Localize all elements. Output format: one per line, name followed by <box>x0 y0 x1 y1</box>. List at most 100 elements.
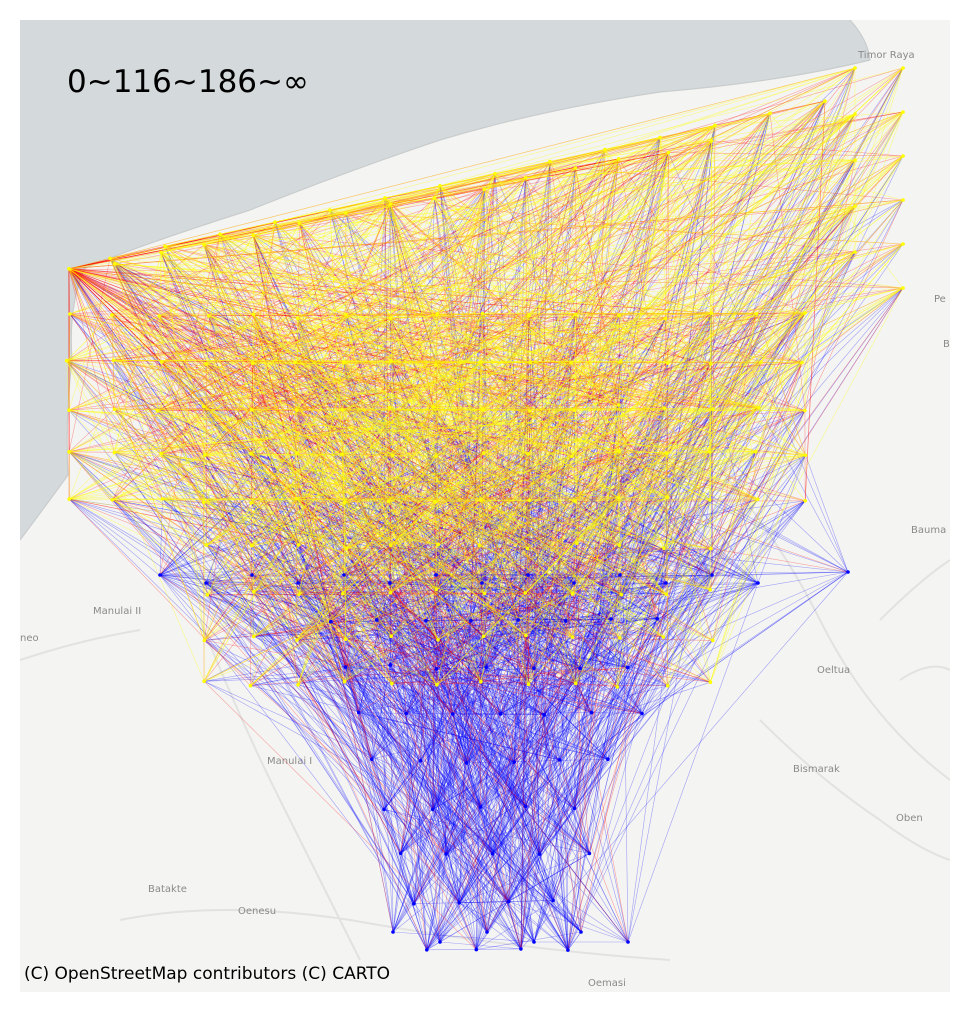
flow-edge <box>589 113 771 854</box>
flow-edge <box>390 203 481 501</box>
flow-edge <box>114 404 619 410</box>
flow-edge <box>567 451 710 951</box>
flow-edge <box>756 313 806 456</box>
flow-node <box>901 154 905 158</box>
flow-edge <box>250 314 347 454</box>
flow-edge <box>296 363 711 641</box>
flow-edge <box>436 668 453 715</box>
flow-edge <box>483 452 621 576</box>
flow-edge <box>251 574 545 715</box>
flow-edge <box>250 177 526 454</box>
flow-edge <box>203 502 573 638</box>
flow-edge <box>390 312 712 594</box>
flow-edge <box>413 318 666 904</box>
flow-edge <box>159 456 572 576</box>
flow-edge <box>297 582 526 807</box>
flow-edge <box>251 243 904 411</box>
flow-edge <box>500 594 667 715</box>
place-label-oemasi: Oemasi <box>588 978 626 989</box>
flow-edge <box>297 548 347 584</box>
flow-edge <box>525 592 612 620</box>
flow-edge <box>571 361 622 457</box>
flow-edge <box>204 454 421 761</box>
flow-edge <box>389 177 526 584</box>
flow-edge <box>452 574 529 715</box>
flow-edge <box>253 234 762 363</box>
flow-edge <box>344 113 856 504</box>
flow-edge <box>485 140 712 668</box>
flow-edge <box>203 499 710 503</box>
flow-edge <box>518 619 711 683</box>
flow-edge <box>486 149 606 933</box>
flow-edge <box>527 318 666 576</box>
flow-edge <box>400 853 460 904</box>
flow-edge <box>390 360 618 688</box>
flow-edge <box>299 222 618 688</box>
flow-edge <box>492 410 575 854</box>
flow-edge <box>157 364 436 411</box>
flow-edge <box>543 574 713 715</box>
flow-edge <box>68 268 658 619</box>
flow-edge <box>458 362 481 903</box>
flow-edge <box>109 258 760 409</box>
flow-edge <box>296 452 437 590</box>
flow-edge <box>298 594 592 713</box>
flow-node <box>609 617 613 621</box>
flow-edge <box>619 243 904 316</box>
flow-edge <box>663 100 826 549</box>
flow-edge <box>298 544 407 714</box>
flow-edge <box>525 177 573 638</box>
flow-edge <box>435 574 643 714</box>
flow-edge <box>344 361 622 504</box>
flow-edge <box>297 498 758 686</box>
flow-edge <box>164 246 483 314</box>
flow-edge <box>500 636 664 715</box>
flow-edge <box>525 618 612 807</box>
flow-edge <box>330 621 590 854</box>
flow-node <box>202 638 207 643</box>
map-canvas[interactable]: Timor Raya Pe B Bauma Manulai II neo Oeltua Man… <box>20 20 950 992</box>
threshold-legend: 0~116~186~∞ <box>67 64 309 100</box>
flow-edge <box>391 574 529 684</box>
flow-node <box>250 573 254 577</box>
flow-edge <box>342 593 515 763</box>
flow-edge <box>206 234 221 546</box>
flow-edge <box>481 167 576 584</box>
flow-edge <box>591 361 622 713</box>
flow-edge <box>250 502 560 761</box>
flow-edge <box>480 759 560 808</box>
flow-edge <box>252 235 394 933</box>
flow-edge <box>68 268 575 809</box>
flow-edge <box>343 361 436 503</box>
flow-edge <box>109 258 592 713</box>
flow-edge <box>346 451 756 549</box>
flow-edge <box>203 137 661 245</box>
flow-edge <box>712 361 762 410</box>
flow-edge <box>656 125 716 619</box>
flow-node <box>339 452 344 457</box>
flow-edge <box>204 640 447 855</box>
flow-edge <box>66 360 488 933</box>
flow-edge <box>157 409 252 411</box>
flow-edge <box>297 149 606 584</box>
flow-edge <box>203 406 664 638</box>
flow-edge <box>388 450 620 502</box>
flow-edge <box>435 125 716 365</box>
flow-edge <box>492 853 582 933</box>
flow-edge <box>438 544 483 584</box>
flow-edge <box>627 499 759 668</box>
flow-edge <box>533 667 576 684</box>
flow-node <box>523 804 528 809</box>
flow-edge <box>164 189 485 247</box>
flow-edge <box>342 100 826 594</box>
flow-edge <box>205 582 391 594</box>
flow-edge <box>297 140 712 685</box>
flow-edge <box>390 545 477 950</box>
flow-edge <box>527 113 771 455</box>
flow-edge <box>329 209 485 454</box>
flow-edge <box>476 543 578 950</box>
flow-node <box>803 499 807 503</box>
flow-edge <box>68 268 298 641</box>
flow-edge <box>157 167 576 411</box>
flow-edge <box>434 100 826 199</box>
